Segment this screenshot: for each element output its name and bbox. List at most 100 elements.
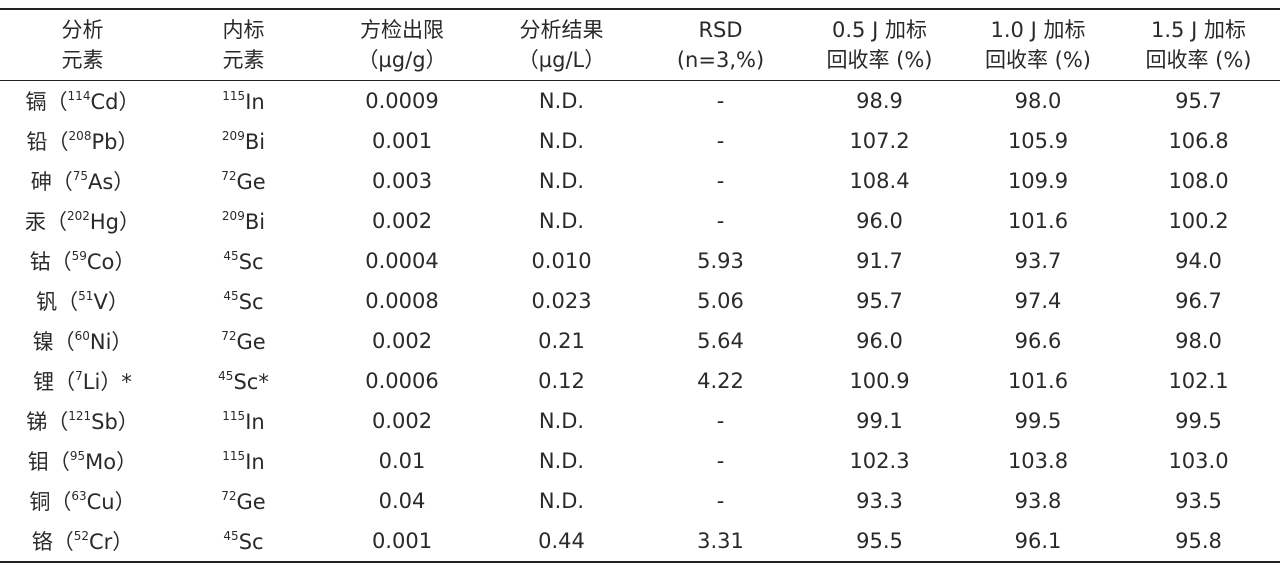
table-row: 锑（121Sb） 115In 0.002 N.D. -99.1 99.5 99.5: [0, 401, 1280, 441]
element-symbol: Sc: [238, 529, 264, 554]
value-cell: 99.5: [1175, 409, 1222, 433]
internal-standard-cell: 115In: [165, 401, 322, 441]
element-symbol: In: [245, 89, 265, 114]
internal-standard-cell: 72Ge: [165, 161, 322, 201]
internal-standard-cell: 72Ge: [165, 481, 322, 521]
internal-standard-cell: 115In: [165, 441, 322, 481]
internal-standard-cell: 209Bi: [165, 201, 322, 241]
value-cell: 98.0: [1014, 89, 1062, 113]
header-cell: 分析 元素: [0, 9, 165, 81]
element-symbol: Ge: [236, 329, 266, 354]
internal-standard-cell: 115In: [165, 81, 322, 122]
value-cell: 101.6: [1007, 209, 1069, 233]
element-name: 钼（: [27, 450, 70, 474]
element-symbol: Li）*: [82, 370, 132, 394]
header-text: 分析结果: [519, 18, 604, 42]
data-table: 分析 元素 内标 元素 方检出限 （µg/g） 分析结果 （µg/L） RSD (n=3,%) 0.…: [0, 8, 1280, 563]
mass-number: 202: [66, 209, 90, 223]
header-text: 回收率 (%): [826, 48, 933, 72]
value-cell: 5.06: [697, 289, 744, 313]
element-name: 铜（: [29, 490, 72, 514]
header-text: 回收率 (%): [1145, 48, 1252, 72]
value-cell: 105.9: [1007, 129, 1069, 153]
element-symbol: Cd）: [90, 90, 140, 114]
value-cell: N.D.: [538, 489, 585, 513]
value-cell: 102.1: [1168, 369, 1229, 393]
value-cell: -: [716, 169, 725, 193]
element-symbol: Ge: [236, 169, 266, 194]
element-symbol: Hg）: [89, 210, 141, 234]
header-text: 方检出限: [360, 18, 444, 42]
table-row: 铬（52Cr） 45Sc 0.001 0.44 3.31 95.5 96.1 95.8: [0, 521, 1280, 562]
value-cell: 93.5: [1175, 489, 1222, 513]
internal-standard-cell: 45Sc: [165, 521, 322, 562]
value-cell: 0.002: [371, 329, 433, 353]
value-cell: 93.7: [1014, 249, 1062, 273]
element-cell: 钒（51V）: [0, 281, 165, 321]
mass-number: 114: [67, 89, 91, 103]
table-row: 锂（7Li）* 45Sc* 0.0006 0.12 4.22 100.9 101.6 102.…: [0, 361, 1280, 401]
mass-number: 208: [68, 129, 92, 143]
element-symbol: Pb）: [91, 130, 139, 154]
value-cell: 98.9: [856, 89, 903, 113]
header-text: 内标: [222, 18, 265, 42]
mass-number: 51: [78, 289, 94, 303]
internal-standard-cell: 209Bi: [165, 121, 322, 161]
value-cell: N.D.: [538, 129, 585, 153]
header-text: 1.5 J 加标: [1151, 18, 1246, 42]
element-symbol: Ge: [236, 489, 266, 514]
element-cell: 砷（75As）: [0, 161, 165, 201]
element-name: 钴（: [29, 250, 72, 274]
header-row: 分析 元素 内标 元素 方检出限 （µg/g） 分析结果 （µg/L） RSD (n=3,%) 0.…: [0, 9, 1280, 81]
value-cell: 0.0008: [365, 289, 439, 313]
value-cell: 95.5: [856, 529, 903, 553]
mass-number: 59: [71, 249, 87, 263]
table-row: 铜（63Cu） 72Ge 0.04 N.D. -93.3 93.8 93.5: [0, 481, 1280, 521]
header-text: 元素: [61, 48, 104, 72]
value-cell: 96.7: [1175, 289, 1222, 313]
value-cell: 95.7: [1175, 89, 1222, 113]
value-cell: 107.2: [849, 129, 910, 153]
element-name: 镉（: [25, 90, 68, 114]
mass-number: 115: [222, 448, 246, 463]
mass-number: 45: [223, 288, 239, 303]
value-cell: 96.1: [1014, 529, 1062, 553]
value-cell: -: [716, 489, 725, 513]
table-row: 镍（60Ni） 72Ge 0.002 0.21 5.64 96.0 96.6 98.0: [0, 321, 1280, 361]
table-row: 镉（114Cd） 115In 0.0009 N.D. -98.9 98.0 95.7: [0, 81, 1280, 122]
header-cell: 内标 元素: [165, 9, 322, 81]
value-cell: -: [716, 409, 725, 433]
value-cell: 0.001: [371, 529, 433, 553]
value-cell: 95.8: [1175, 529, 1222, 553]
mass-number: 72: [221, 488, 237, 503]
element-name: 钒（: [36, 290, 79, 314]
element-cell: 钴（59Co）: [0, 241, 165, 281]
element-name: 锑（: [26, 410, 69, 434]
mass-number: 115: [222, 408, 246, 423]
element-cell: 镍（60Ni）: [0, 321, 165, 361]
mass-number: 72: [221, 168, 237, 183]
element-symbol: Cu）: [86, 490, 136, 514]
internal-standard-cell: 45Sc*: [165, 361, 322, 401]
element-symbol: Cr）: [88, 530, 134, 554]
element-cell: 镉（114Cd）: [0, 81, 165, 122]
value-cell: 103.8: [1007, 449, 1069, 473]
value-cell: -: [716, 449, 725, 473]
header-text: (n=3,%): [676, 48, 765, 72]
value-cell: 0.0006: [365, 369, 439, 393]
element-symbol: Sc*: [233, 369, 269, 394]
table-row: 铅（208Pb） 209Bi 0.001 N.D. -107.2 105.9 106.8: [0, 121, 1280, 161]
internal-standard-cell: 45Sc: [165, 281, 322, 321]
value-cell: -: [716, 209, 725, 233]
element-symbol: Sc: [238, 289, 264, 314]
table-row: 钒（51V） 45Sc 0.0008 0.023 5.06 95.7 97.4 96.7: [0, 281, 1280, 321]
element-name: 砷（: [30, 170, 73, 194]
value-cell: 102.3: [849, 449, 910, 473]
header-text: 回收率 (%): [984, 48, 1091, 72]
element-cell: 钼（95Mo）: [0, 441, 165, 481]
element-symbol: Mo）: [85, 450, 138, 474]
value-cell: 100.9: [849, 369, 910, 393]
mass-number: 45: [218, 368, 234, 383]
value-cell: 106.8: [1168, 129, 1229, 153]
